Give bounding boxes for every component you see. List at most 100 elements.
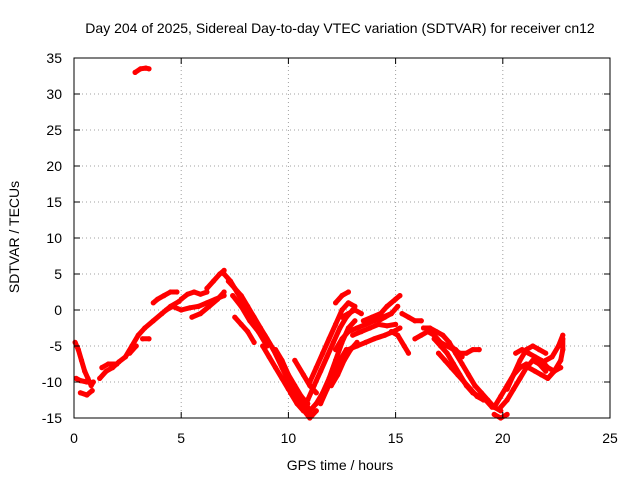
data-point <box>393 321 399 327</box>
data-point <box>215 296 221 302</box>
y-tick-label: 0 <box>54 302 62 318</box>
data-point <box>545 375 551 381</box>
data-point <box>178 307 184 313</box>
data-point <box>221 271 227 277</box>
data-point <box>459 354 465 360</box>
data-series <box>72 65 566 421</box>
data-point <box>170 303 176 309</box>
data-point <box>446 343 452 349</box>
data-point <box>384 303 390 309</box>
data-point <box>360 318 366 324</box>
data-point <box>330 339 336 345</box>
data-point <box>480 397 487 403</box>
data-point <box>538 357 545 363</box>
data-point <box>221 289 227 295</box>
y-axis: -15 -10 -5 0 5 10 15 20 25 30 35 <box>42 50 610 426</box>
data-point <box>412 336 418 342</box>
data-point <box>97 375 103 381</box>
data-point <box>558 357 564 363</box>
series-seg-ah <box>388 329 411 356</box>
data-point <box>491 404 497 410</box>
data-point <box>431 336 437 342</box>
data-point <box>382 332 388 338</box>
data-point <box>405 314 412 320</box>
y-tick-label: 20 <box>46 158 62 174</box>
data-point <box>298 393 304 399</box>
data-point <box>245 329 251 335</box>
data-point <box>195 303 201 309</box>
data-point <box>363 339 369 345</box>
series-seg-al <box>431 336 495 410</box>
data-point <box>324 386 330 392</box>
data-point <box>498 393 504 399</box>
x-axis: 0 5 10 15 20 25 <box>70 58 618 446</box>
data-point <box>472 383 478 389</box>
series-seg-au <box>543 332 566 363</box>
data-point <box>461 379 467 385</box>
y-tick-label: 35 <box>46 50 62 66</box>
data-point <box>560 347 566 353</box>
data-point <box>498 408 504 414</box>
data-point <box>313 390 319 396</box>
data-point <box>525 365 532 371</box>
data-point <box>352 318 358 324</box>
data-point <box>448 365 454 371</box>
data-point <box>388 311 394 317</box>
data-point <box>352 307 358 313</box>
data-point <box>446 339 452 345</box>
data-point <box>245 303 251 309</box>
data-point <box>405 350 412 356</box>
data-point <box>210 278 216 284</box>
data-point <box>77 390 83 396</box>
data-point <box>132 69 138 75</box>
data-point <box>470 347 476 353</box>
data-point <box>150 318 156 324</box>
data-point <box>440 332 446 338</box>
data-point <box>530 343 536 349</box>
data-point <box>345 329 351 335</box>
data-point <box>354 343 360 349</box>
data-point <box>307 379 313 385</box>
data-point <box>333 321 339 327</box>
data-point <box>513 350 519 356</box>
data-point <box>155 296 161 302</box>
data-point <box>313 408 319 414</box>
data-point <box>133 343 139 349</box>
data-point <box>217 271 223 277</box>
data-point <box>345 300 351 306</box>
data-point <box>232 285 238 291</box>
data-point <box>517 357 523 363</box>
data-point <box>135 332 141 338</box>
data-point <box>103 368 109 374</box>
data-point <box>161 293 167 299</box>
data-point <box>287 390 294 396</box>
y-tick-label: 10 <box>46 230 62 246</box>
data-point <box>388 329 394 335</box>
data-point <box>517 375 523 381</box>
data-point <box>433 329 439 335</box>
data-point <box>442 357 448 363</box>
data-point <box>352 303 358 309</box>
data-point <box>476 347 482 353</box>
data-point <box>339 336 345 342</box>
data-point <box>305 401 311 407</box>
data-point <box>185 291 191 297</box>
data-point <box>369 314 375 320</box>
data-point <box>221 267 227 273</box>
y-tick-label: 5 <box>54 266 62 282</box>
data-point <box>127 350 133 356</box>
data-point <box>335 372 341 378</box>
data-point <box>354 325 360 331</box>
data-point <box>420 325 427 331</box>
data-point <box>292 383 298 389</box>
data-point <box>418 332 424 338</box>
data-point <box>543 357 549 363</box>
data-point <box>453 347 459 353</box>
data-point <box>313 401 319 407</box>
y-tick-label: 30 <box>46 86 62 102</box>
data-point <box>339 307 345 313</box>
series-seg-ag <box>375 303 401 324</box>
data-point <box>238 303 244 309</box>
data-point <box>504 397 510 403</box>
chart-title: Day 204 of 2025, Sidereal Day-to-day VTE… <box>85 20 595 36</box>
